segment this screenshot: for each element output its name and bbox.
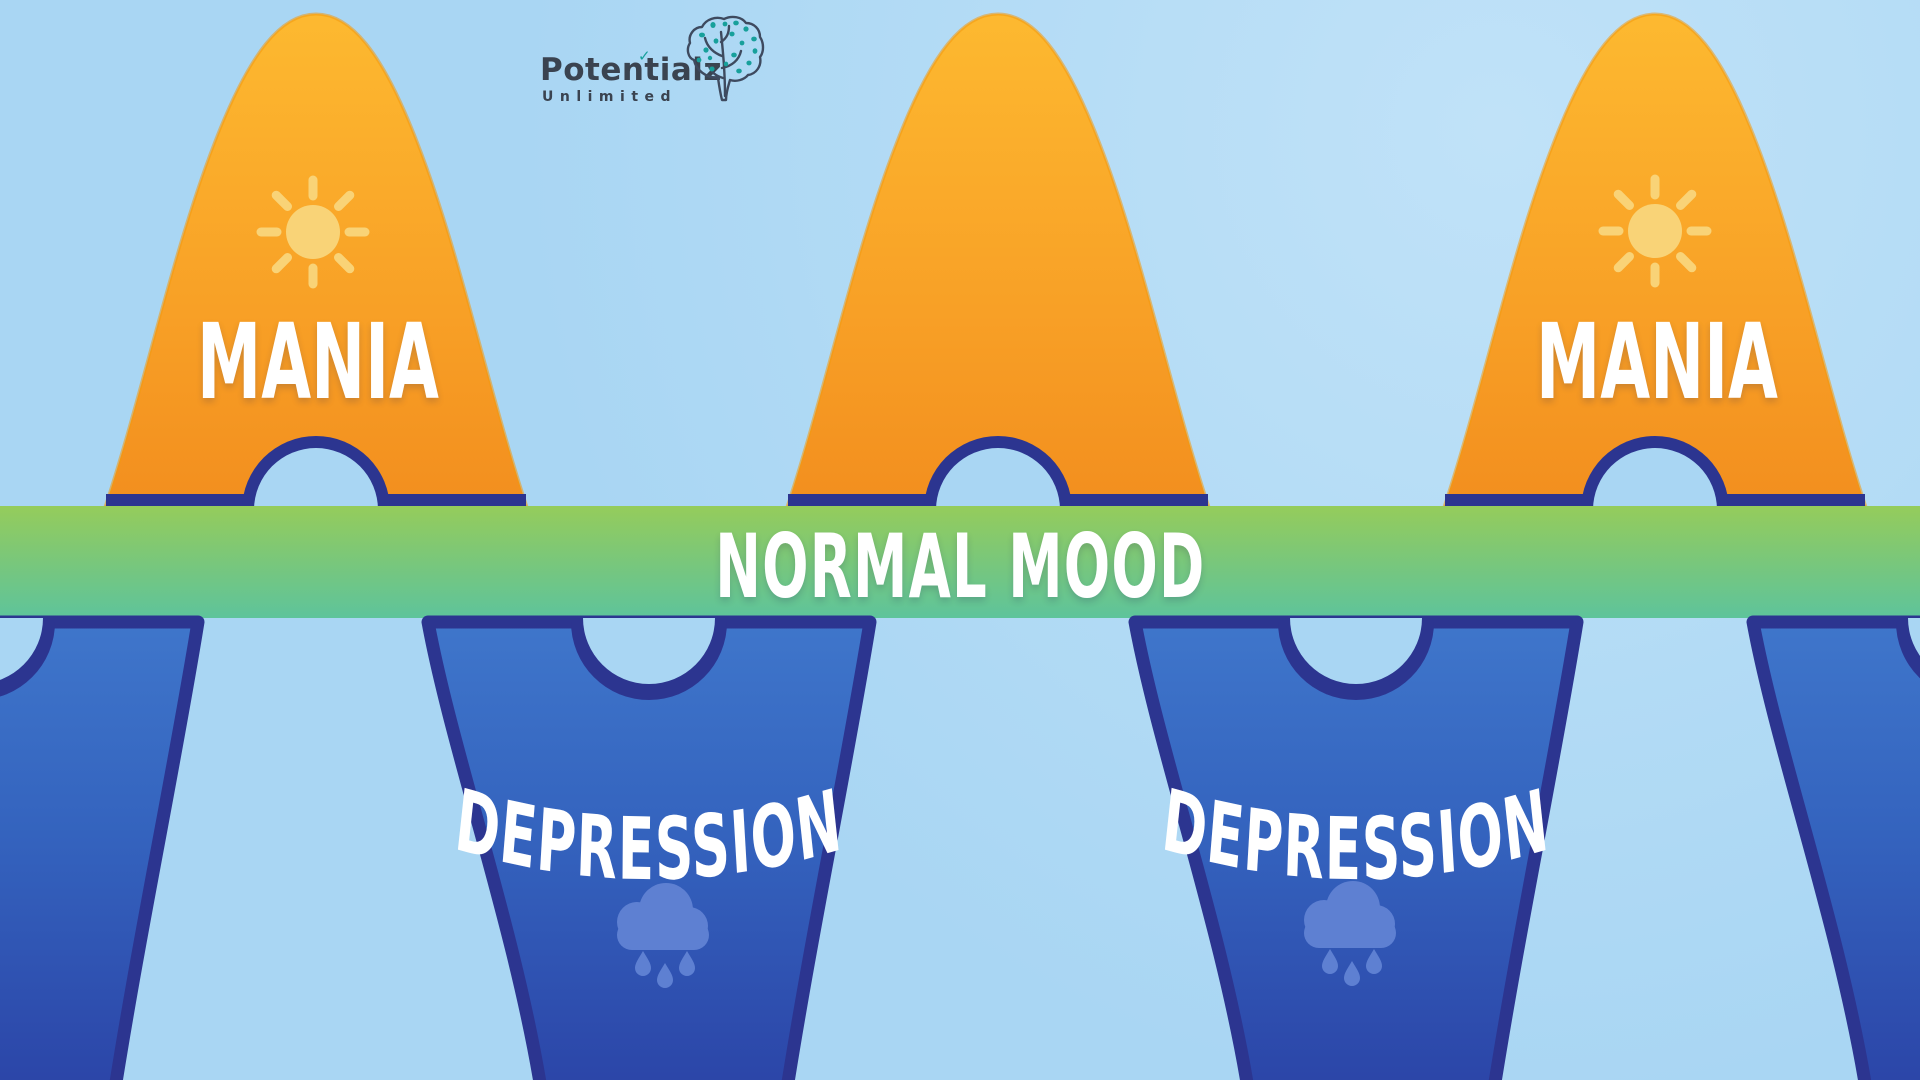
- svg-text:DEPRESSION: DEPRESSION: [451, 770, 847, 900]
- depression-label: DEPRESSION: [451, 770, 846, 900]
- depression-trough-partial-right: [1753, 618, 1920, 1080]
- mania-label: MANIA: [1536, 301, 1778, 423]
- normal-mood-label-row: NORMAL MOOD: [0, 506, 1920, 618]
- depression-trough-partial-left: [0, 618, 198, 1080]
- mania-peak-middle: [784, 12, 1212, 512]
- mania-peak-left: [102, 12, 530, 512]
- mania-peak-right: [1441, 12, 1869, 512]
- mania-label: MANIA: [197, 301, 439, 423]
- sun-icon: [261, 180, 365, 284]
- depression-label: DEPRESSION: [1158, 770, 1553, 900]
- logo-tagline: Unlimited: [542, 89, 678, 105]
- svg-text:DEPRESSION: DEPRESSION: [1158, 770, 1554, 900]
- normal-mood-band: [0, 506, 1920, 618]
- brain-icon: [686, 15, 765, 102]
- logo-accent-tick-icon: ✓: [638, 47, 651, 65]
- normal-mood-label: NORMAL MOOD: [714, 514, 1206, 618]
- sun-icon: [1603, 179, 1707, 283]
